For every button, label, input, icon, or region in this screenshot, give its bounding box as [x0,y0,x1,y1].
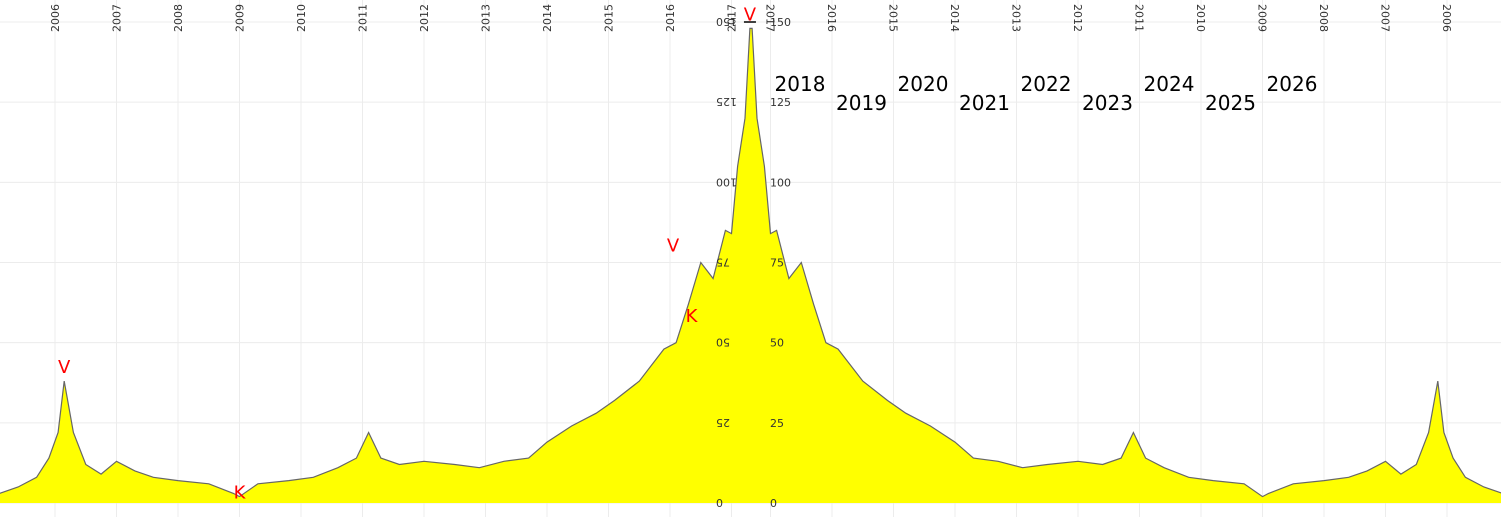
y-tick-label-left: 50 [716,336,730,349]
x-tick-label-mirrored: 2017 [764,4,777,32]
x-tick-label-mirrored: 2006 [1440,4,1453,32]
x-tick-label-mirrored: 2012 [1071,4,1084,32]
y-tick-label-left: 75 [716,256,730,269]
future-year-label: 2022 [1021,72,1072,96]
peak-trough-markers: V V K V K [58,4,757,503]
x-tick-label: 2013 [480,4,493,32]
x-tick-label: 2010 [295,4,308,32]
x-tick-label-mirrored: 2011 [1133,4,1146,32]
price-area [0,27,1501,503]
x-tick-label: 2016 [664,4,677,32]
future-year-label: 2025 [1205,91,1256,115]
future-year-label: 2021 [959,91,1010,115]
y-tick-label-right: 125 [770,96,791,109]
axis-labels: 2006 2007 2008 2009 2010 2011 2012 2013 2014 2015… [49,4,1453,510]
trough-marker: K [686,306,699,327]
future-year-label: 2020 [898,72,949,96]
y-tick-label-left: 125 [716,95,737,108]
area-fill [0,28,1501,503]
x-tick-label-mirrored: 2007 [1379,4,1392,32]
future-year-label: 2023 [1082,91,1133,115]
x-tick-label: 2017 [726,4,739,32]
x-tick-label: 2011 [357,4,370,32]
x-tick-label: 2014 [541,4,554,32]
x-tick-label-mirrored: 2008 [1317,4,1330,32]
y-tick-label-left: 25 [716,416,730,429]
y-tick-label-left: 100 [716,175,737,188]
peak-marker: V [667,235,680,256]
y-tick-label-right: 150 [770,16,791,29]
future-year-label: 2018 [775,72,826,96]
future-year-labels: 2018 2019 2020 2021 2022 2023 2024 2025 2026 [775,72,1318,115]
x-tick-label: 2006 [49,4,62,32]
future-year-label: 2026 [1267,72,1318,96]
x-tick-label-mirrored: 2014 [948,4,961,32]
x-tick-label-mirrored: 2010 [1194,4,1207,32]
peak-marker: V [744,4,757,25]
y-tick-label-left: 150 [716,15,737,28]
x-tick-label-mirrored: 2016 [825,4,838,32]
x-tick-label: 2007 [111,4,124,32]
x-tick-label: 2012 [418,4,431,32]
y-tick-label-right: 0 [770,497,777,510]
x-tick-label-mirrored: 2015 [887,4,900,32]
future-year-label: 2019 [836,91,887,115]
y-tick-label-right: 50 [770,337,784,350]
future-year-label: 2024 [1144,72,1195,96]
y-tick-label-left: 0 [716,496,723,509]
trough-marker: K [234,483,247,504]
x-tick-label-mirrored: 2009 [1256,4,1269,32]
x-tick-label: 2015 [603,4,616,32]
x-tick-label-mirrored: 2013 [1010,4,1023,32]
area-outline [0,27,1501,498]
y-tick-label-right: 100 [770,176,791,189]
peak-marker: V [58,357,71,378]
y-tick-label-right: 25 [770,417,784,430]
x-tick-label: 2008 [172,4,185,32]
y-tick-label-right: 75 [770,257,784,270]
x-tick-label: 2009 [234,4,247,32]
